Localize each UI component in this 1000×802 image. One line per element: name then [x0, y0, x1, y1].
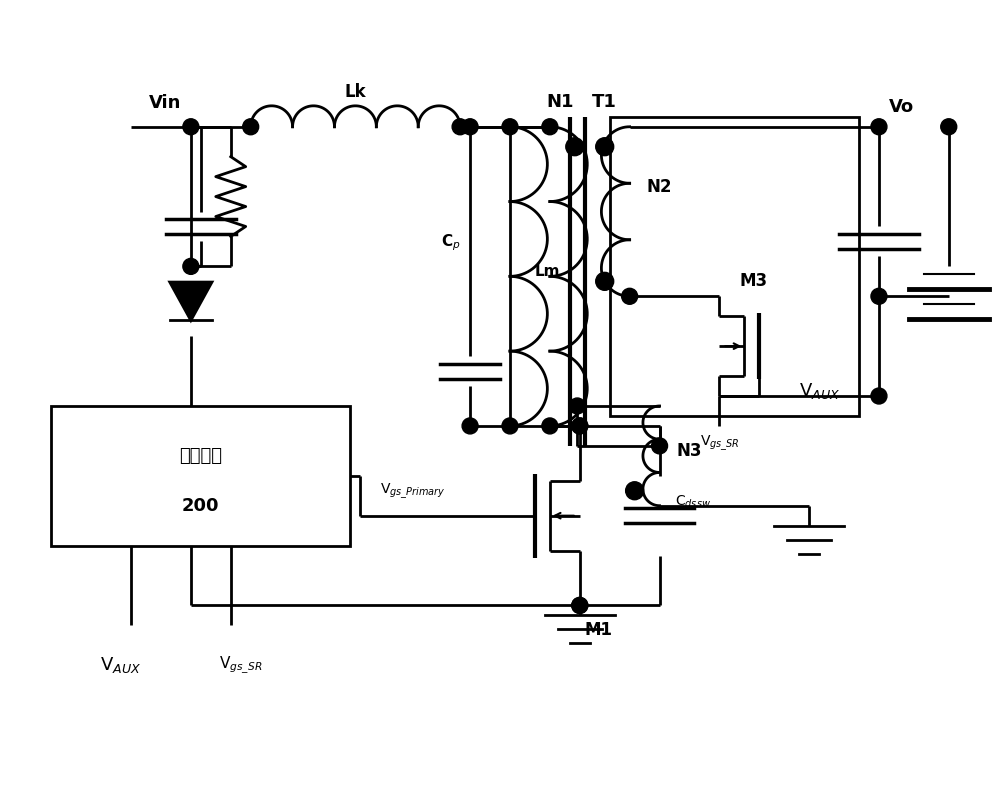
- Circle shape: [622, 288, 638, 304]
- Text: Vin: Vin: [149, 94, 181, 111]
- Text: V$_{gs\_SR}$: V$_{gs\_SR}$: [700, 434, 739, 453]
- Circle shape: [542, 119, 558, 135]
- Circle shape: [502, 418, 518, 434]
- Circle shape: [596, 273, 614, 290]
- Text: Vo: Vo: [889, 98, 914, 115]
- Circle shape: [572, 418, 588, 434]
- Text: V$_{AUX}$: V$_{AUX}$: [799, 381, 840, 401]
- Polygon shape: [170, 282, 212, 321]
- Circle shape: [871, 119, 887, 135]
- Circle shape: [941, 119, 957, 135]
- Circle shape: [652, 438, 668, 454]
- Text: N3: N3: [677, 442, 702, 460]
- Circle shape: [572, 418, 588, 434]
- Circle shape: [566, 138, 584, 156]
- Circle shape: [502, 119, 518, 135]
- Circle shape: [569, 398, 585, 414]
- Text: C$_{dssw}$: C$_{dssw}$: [675, 494, 711, 510]
- Circle shape: [871, 388, 887, 404]
- Text: V$_{AUX}$: V$_{AUX}$: [100, 655, 142, 675]
- Text: Lm: Lm: [535, 265, 560, 279]
- Circle shape: [462, 119, 478, 135]
- Text: V$_{gs\_SR}$: V$_{gs\_SR}$: [219, 655, 262, 676]
- Circle shape: [542, 418, 558, 434]
- Circle shape: [572, 597, 588, 614]
- Text: V$_{gs\_Primary}$: V$_{gs\_Primary}$: [380, 481, 446, 500]
- Text: N2: N2: [647, 177, 672, 196]
- Text: M3: M3: [739, 273, 767, 290]
- Circle shape: [596, 138, 614, 156]
- Circle shape: [183, 119, 199, 135]
- Circle shape: [243, 119, 259, 135]
- FancyBboxPatch shape: [51, 406, 350, 545]
- Circle shape: [452, 119, 468, 135]
- Circle shape: [183, 258, 199, 274]
- Circle shape: [462, 418, 478, 434]
- Circle shape: [572, 597, 588, 614]
- Circle shape: [626, 482, 644, 500]
- Text: Lk: Lk: [345, 83, 366, 101]
- Text: T1: T1: [592, 93, 617, 111]
- FancyBboxPatch shape: [610, 117, 859, 416]
- Text: M1: M1: [585, 622, 613, 639]
- Circle shape: [871, 288, 887, 304]
- Text: 200: 200: [182, 496, 220, 515]
- Text: C$_p$: C$_p$: [441, 233, 460, 253]
- Text: N1: N1: [546, 93, 574, 111]
- Text: 控制电路: 控制电路: [179, 447, 222, 465]
